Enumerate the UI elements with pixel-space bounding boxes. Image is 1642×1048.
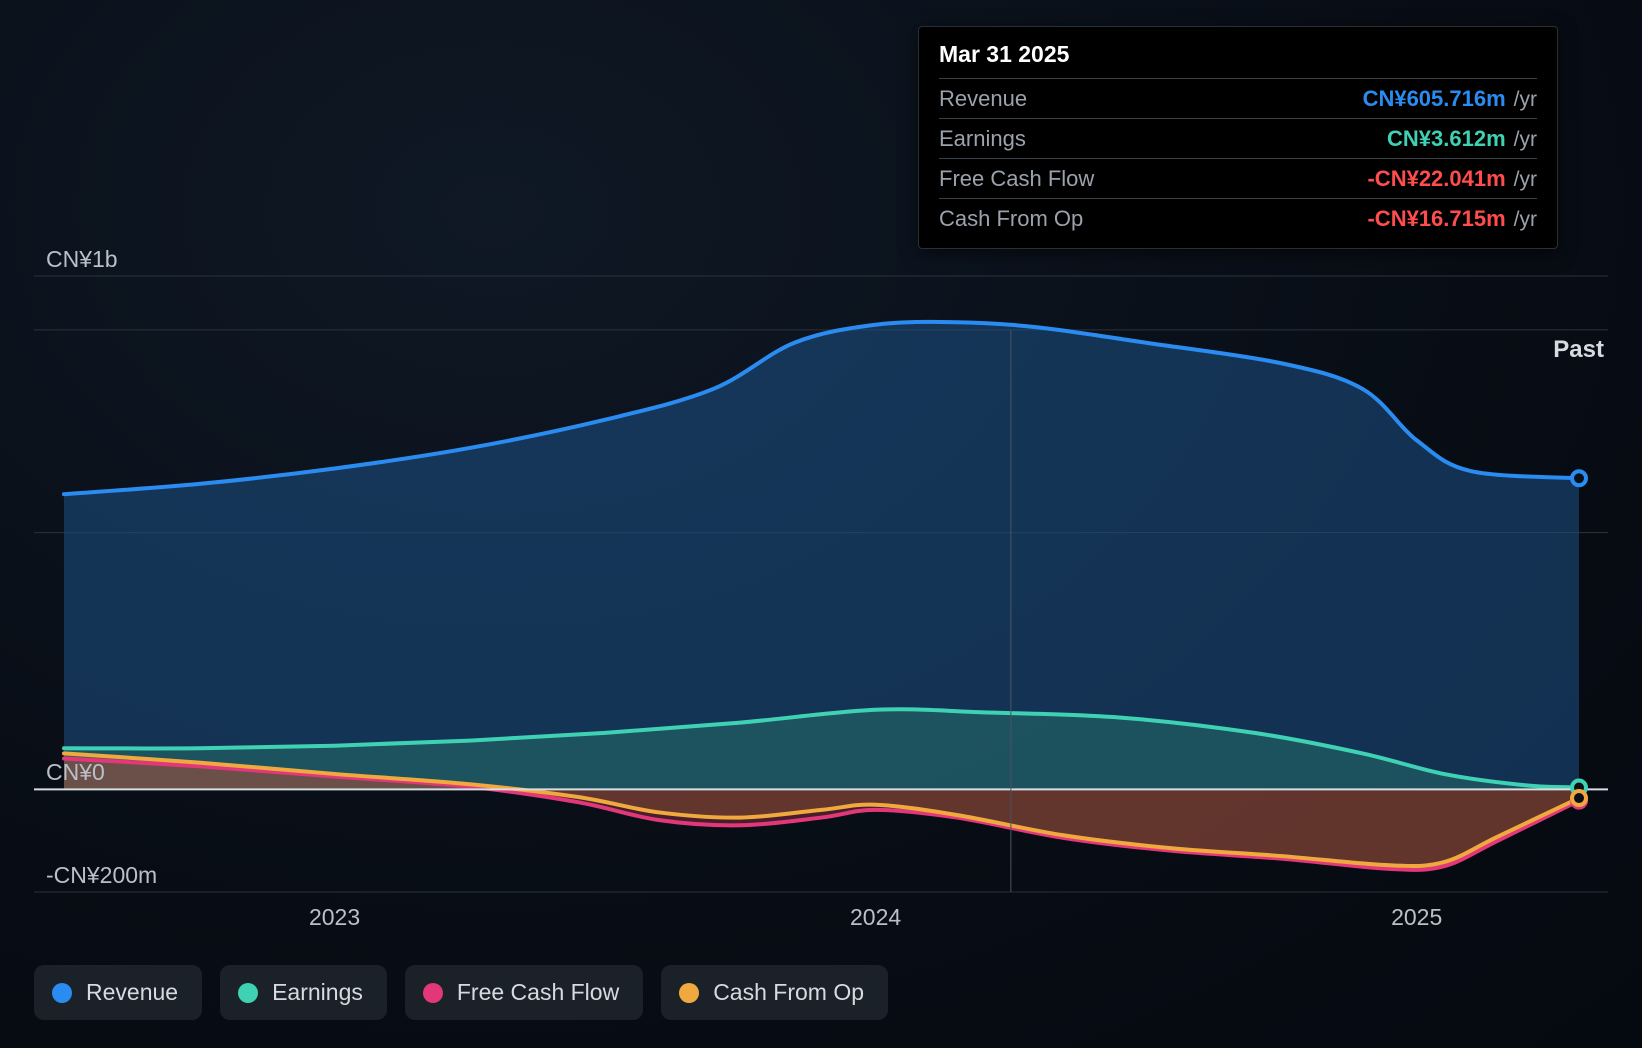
- past-label: Past: [1553, 336, 1604, 364]
- tooltip-row: Revenue CN¥605.716m /yr: [939, 78, 1537, 118]
- tooltip-label: Earnings: [939, 126, 1387, 152]
- legend-dot-icon: [423, 983, 443, 1003]
- legend-item-revenue[interactable]: Revenue: [34, 965, 202, 1020]
- tooltip-title: Mar 31 2025: [939, 41, 1537, 78]
- y-axis-label: CN¥1b: [46, 246, 118, 273]
- y-axis-label: -CN¥200m: [46, 862, 157, 889]
- tooltip-label: Revenue: [939, 86, 1363, 112]
- tooltip-value: CN¥3.612m: [1387, 126, 1506, 152]
- tooltip-unit: /yr: [1514, 208, 1537, 232]
- x-axis-label: 2025: [1391, 904, 1442, 931]
- legend-dot-icon: [238, 983, 258, 1003]
- tooltip-value: CN¥605.716m: [1363, 86, 1506, 112]
- legend-dot-icon: [52, 983, 72, 1003]
- tooltip-unit: /yr: [1514, 168, 1537, 192]
- legend-label: Revenue: [86, 979, 178, 1006]
- legend-item-cash-from-op[interactable]: Cash From Op: [661, 965, 888, 1020]
- tooltip-row: Free Cash Flow -CN¥22.041m /yr: [939, 158, 1537, 198]
- chart-tooltip: Mar 31 2025 Revenue CN¥605.716m /yr Earn…: [918, 26, 1558, 249]
- tooltip-value: -CN¥22.041m: [1367, 166, 1505, 192]
- chart-container: CN¥1b CN¥0 -CN¥200m 2023 2024 2025 Past …: [0, 0, 1642, 1048]
- x-axis-label: 2023: [309, 904, 360, 931]
- legend-item-free-cash-flow[interactable]: Free Cash Flow: [405, 965, 643, 1020]
- legend-label: Earnings: [272, 979, 363, 1006]
- chart-legend: Revenue Earnings Free Cash Flow Cash Fro…: [34, 965, 888, 1020]
- legend-item-earnings[interactable]: Earnings: [220, 965, 387, 1020]
- tooltip-value: -CN¥16.715m: [1367, 206, 1505, 232]
- tooltip-label: Cash From Op: [939, 206, 1367, 232]
- tooltip-row: Cash From Op -CN¥16.715m /yr: [939, 198, 1537, 238]
- legend-label: Cash From Op: [713, 979, 864, 1006]
- tooltip-unit: /yr: [1514, 88, 1537, 112]
- legend-dot-icon: [679, 983, 699, 1003]
- legend-label: Free Cash Flow: [457, 979, 619, 1006]
- tooltip-unit: /yr: [1514, 128, 1537, 152]
- y-axis-label: CN¥0: [46, 759, 105, 786]
- tooltip-label: Free Cash Flow: [939, 166, 1367, 192]
- x-axis-label: 2024: [850, 904, 901, 931]
- tooltip-row: Earnings CN¥3.612m /yr: [939, 118, 1537, 158]
